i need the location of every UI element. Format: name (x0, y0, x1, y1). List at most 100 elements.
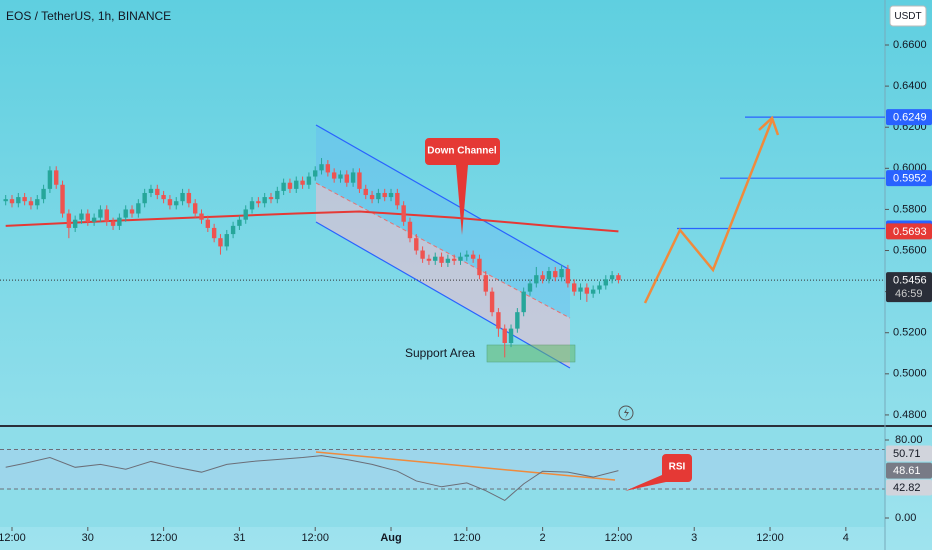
x-tick-label: 30 (82, 532, 94, 544)
x-tick-label: 12:00 (0, 532, 26, 544)
y-tick-label: 0.5600 (893, 244, 927, 256)
candle-body (553, 271, 558, 278)
candle-body (603, 279, 608, 286)
candle-body (72, 219, 78, 228)
candle-body (521, 291, 526, 313)
rsi-level-badge: 42.82 (893, 482, 921, 494)
candle-body (110, 221, 116, 226)
candle-body (319, 164, 324, 171)
candle-body (590, 289, 596, 294)
candle-body (534, 275, 539, 284)
candle-body (483, 275, 488, 292)
candle-body (578, 287, 583, 292)
candle-body (565, 269, 571, 284)
candle-body (275, 190, 280, 200)
candle-body (300, 180, 305, 185)
candle-body (464, 254, 470, 257)
candle-body (142, 192, 147, 204)
level-badge-bg (886, 109, 932, 126)
candle-body (91, 217, 97, 222)
candle-body (445, 258, 451, 263)
candle-body (129, 209, 135, 214)
candle-body (3, 199, 8, 202)
candle-body (420, 250, 425, 259)
candle-body (546, 271, 552, 280)
y-tick-label: 0.5000 (893, 368, 927, 380)
candle-body (369, 195, 375, 200)
candle-body (458, 256, 463, 261)
x-tick-label: 12:00 (453, 532, 481, 544)
y-tick-label: 0.4800 (893, 409, 927, 421)
candle-body (287, 182, 293, 189)
candle-body (9, 199, 15, 204)
rsi-trendline (315, 451, 616, 481)
candle-body (123, 209, 128, 218)
candle-body (527, 283, 533, 292)
candle-body (199, 213, 204, 220)
channel-upper (315, 124, 571, 271)
candle-body (363, 188, 368, 196)
channel-mid (315, 182, 571, 319)
candle-body (294, 180, 299, 189)
candle-body (16, 197, 21, 204)
currency: USDT (894, 11, 921, 22)
candle-body (148, 188, 154, 193)
rsi-callout (625, 454, 692, 491)
candle-body (155, 188, 160, 196)
level-badge: 0.6249 (893, 112, 927, 124)
candle-body (584, 287, 590, 294)
rsi-pane (0, 427, 885, 527)
candle-body (237, 219, 242, 226)
candle-body (597, 285, 602, 290)
candle-body (489, 291, 495, 313)
countdown: 46:59 (895, 288, 923, 300)
candle-body (496, 312, 501, 329)
alert-bolt (624, 408, 629, 418)
channel-upper-fill (316, 125, 570, 318)
channel-lower-fill (316, 183, 570, 368)
rsi-tick-label: 0.00 (895, 512, 916, 524)
currency-box[interactable] (889, 5, 927, 27)
candle-body (382, 192, 387, 198)
moving-average (5, 210, 619, 233)
candle-body (117, 217, 122, 226)
rsi-badge: 48.61 (893, 465, 921, 477)
ma-badge-bg (886, 223, 932, 240)
x-tick-label: 12:00 (150, 532, 178, 544)
candle-body (559, 269, 564, 278)
candle-body (451, 258, 457, 261)
candle-body (306, 176, 312, 185)
level-badge-bg (886, 170, 932, 187)
projection (643, 119, 774, 304)
candle-body (192, 203, 198, 214)
price-badge-bg (886, 272, 932, 303)
support-area (486, 344, 576, 363)
candle-body (433, 256, 438, 261)
candle-body (331, 172, 337, 179)
candle-body (161, 195, 166, 200)
candle-body (22, 197, 27, 202)
y-tick-label: 0.5200 (893, 327, 927, 339)
candle-body (502, 328, 507, 344)
rsi-label: RSI (669, 462, 686, 473)
candle-body (230, 225, 236, 235)
support-label: Support Area (405, 346, 475, 360)
alert-icon[interactable] (618, 405, 634, 421)
candle-body (268, 197, 274, 200)
chart-title: EOS / TetherUS, 1h, BINANCE (6, 9, 171, 23)
candle-body (388, 192, 394, 198)
rsi-level-badge: 50.71 (893, 448, 921, 460)
candle-body (609, 275, 615, 280)
candle-body (395, 192, 400, 206)
candle-body (79, 213, 84, 220)
candle-body (47, 170, 53, 189)
y-tick-label: 0.6400 (893, 80, 927, 92)
candle-body (249, 201, 255, 210)
candle-body (281, 182, 286, 191)
candle-body (401, 205, 406, 222)
candle-body (616, 275, 621, 281)
candle-body (344, 174, 349, 183)
x-tick-label: 4 (843, 532, 849, 544)
channel-lower (315, 221, 571, 369)
candle-body (256, 201, 261, 204)
